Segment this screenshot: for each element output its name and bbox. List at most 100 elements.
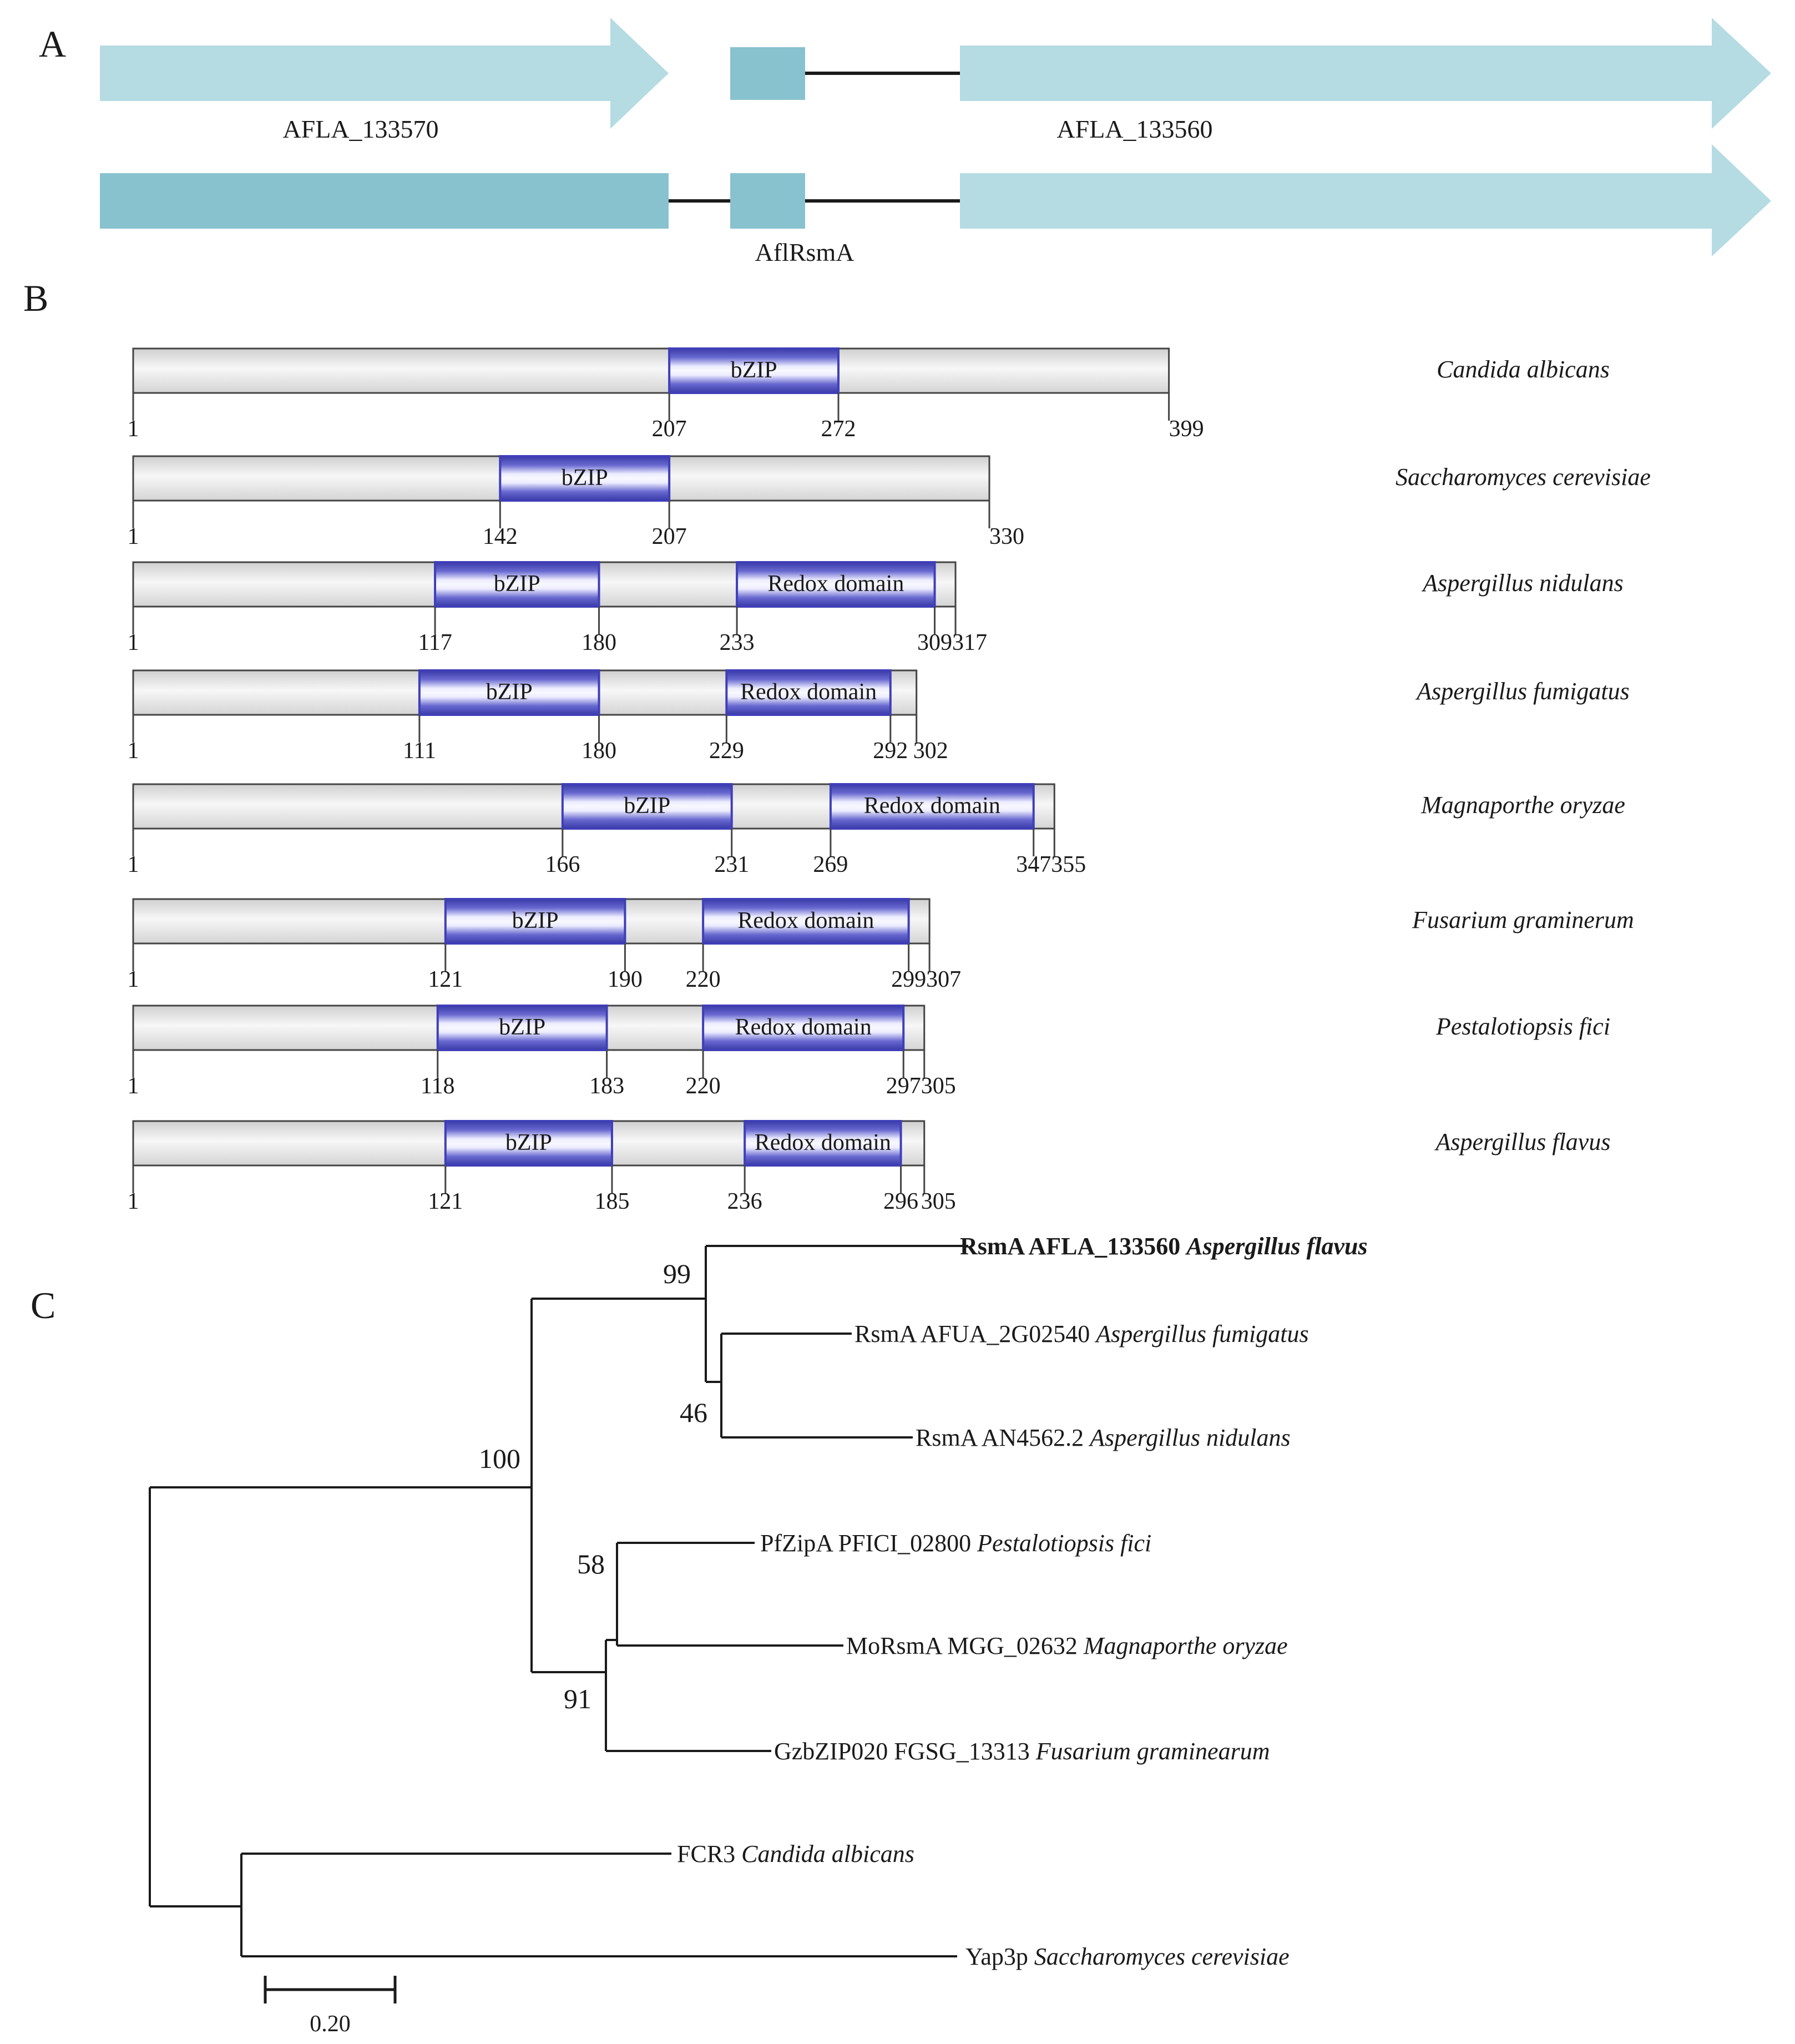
tick-label: 236 [727,1189,762,1214]
protein-domain-diagrams: bZIP 1 207 272 399 Candida albicans bZIP 1 142 20… [128,347,1651,1214]
tick-label: 1 [128,967,139,992]
species-label: Candida albicans [1437,356,1610,383]
domain-box [829,783,1035,830]
species-label: Fusarium graminerum [1412,906,1634,933]
gene-arrow-afla-133570 [100,18,669,129]
tick-label: 183 [589,1073,624,1099]
domain-box [436,1005,608,1051]
taxon-label: PfZipA PFICI_02800 Pestalotiopsis fici [760,1530,1151,1557]
aflrsma-exon-box [730,173,805,229]
domain-box [434,561,600,608]
gene-arrow-right-bottom [960,144,1771,256]
domain-label: bZIP [505,1130,552,1155]
tick-label: 185 [594,1189,629,1214]
domain-box [444,898,626,945]
tick-label: 292 [873,738,908,764]
species-label: Aspergillus flavus [1434,1128,1611,1155]
tick-label: 1 [128,738,139,764]
tick-label: 305 [921,1073,956,1099]
taxon-label: FCR3 Candida albicans [677,1840,914,1868]
protein-row: bZIP Redox domain 1 121 190 220 299 307 Fusarium… [128,898,1634,992]
tick-label: 233 [720,630,755,655]
species-label: Aspergillus fumigatus [1415,678,1629,705]
tick-label: 272 [821,416,856,442]
taxon-label: RsmA AFUA_2G02540 Aspergillus fumigatus [854,1320,1309,1347]
tick-label: 297 [886,1073,921,1099]
domain-box [418,669,600,716]
taxon-name: FCR3 [677,1840,735,1868]
domain-label: bZIP [486,679,533,705]
panel-c: C [31,1233,1368,2037]
domain-box [668,347,840,394]
bootstrap-root-ingroup: 100 [479,1443,520,1474]
tick-label: 121 [428,967,463,992]
protein-bar [132,347,1170,394]
domain-label: Redox domain [740,679,877,705]
domain-label: bZIP [499,1015,545,1040]
bootstrap-pf-mo: 58 [577,1548,605,1579]
tick-label: 220 [686,1073,721,1099]
domain-box [499,455,671,502]
tick-label: 166 [545,852,580,877]
taxon-label: Yap3p Saccharomyces cerevisiae [965,1943,1290,1970]
tick-label: 347 [1016,852,1051,877]
taxon-species: Magnaporthe oryzae [1083,1632,1288,1659]
bootstrap-aspergillus: 99 [663,1258,691,1289]
gene-box-left-bottom [100,173,669,229]
taxon-name: Yap3p [965,1943,1028,1970]
tick-label: 142 [483,524,518,549]
taxon-species: Aspergillus flavus [1185,1233,1367,1260]
gene-label-aflrsma: AflRsmA [755,238,854,266]
bootstrap-fum-nid: 46 [680,1397,707,1428]
taxon-name: PfZipA PFICI_02800 [760,1530,971,1557]
tick-label: 121 [428,1189,463,1214]
tick-label: 180 [582,630,616,655]
bootstrap-sordario: 91 [564,1683,591,1714]
taxon-name: MoRsmA MGG_02632 [846,1632,1078,1659]
tick-label: 317 [952,630,987,655]
tick-label: 180 [582,738,616,764]
tick-label: 220 [686,967,721,992]
tick-label: 296 [883,1189,918,1214]
scale-bar [264,1976,397,2003]
tick-label: 309 [917,630,952,655]
taxon-species: Aspergillus nidulans [1088,1424,1290,1451]
taxon-name: GzbZIP020 FGSG_13313 [774,1738,1030,1765]
species-label: Saccharomyces cerevisiae [1395,463,1651,491]
panel-a: A AFLA_133570 AFLA_133560 AflRsmA [39,18,1771,266]
gene-arrow-afla-133560 [960,18,1771,129]
tick-label: 302 [913,738,948,764]
tick-label: 207 [652,524,687,549]
species-label: Magnaporthe oryzae [1420,791,1625,819]
panel-a-label: A [39,23,66,65]
domain-box [561,783,733,830]
panel-b-label: B [23,277,48,319]
taxon-name: RsmA AFUA_2G02540 [854,1320,1090,1347]
domain-box [702,898,910,945]
domain-label: bZIP [562,465,608,491]
tick-label: 1 [128,416,139,442]
taxon-label: MoRsmA MGG_02632 Magnaporthe oryzae [846,1632,1288,1659]
tick-label: 1 [128,630,139,655]
small-exon-box-top [730,47,805,100]
tick-label: 231 [714,852,749,877]
domain-label: bZIP [731,357,777,383]
domain-label: Redox domain [864,793,1000,819]
panel-b: B bZIP 1 207 272 399 Candida albicans bZIP 1 142… [23,277,1651,1214]
domain-label: Redox domain [735,1015,872,1040]
tick-label: 305 [921,1189,956,1214]
tick-label: 111 [403,738,436,764]
tick-label: 307 [926,967,961,992]
tick-label: 207 [652,416,687,442]
taxon-species: Pestalotiopsis fici [977,1530,1151,1557]
taxon-label: GzbZIP020 FGSG_13313 Fusarium graminearu… [774,1738,1270,1765]
panel-c-label: C [31,1284,55,1326]
protein-row: bZIP 1 207 272 399 Candida albicans [128,347,1610,442]
tree-branches [149,1245,968,1957]
domain-box [444,1120,613,1167]
domain-box [725,669,892,716]
taxon-species: Saccharomyces cerevisiae [1034,1943,1290,1970]
tick-label: 118 [421,1073,454,1099]
